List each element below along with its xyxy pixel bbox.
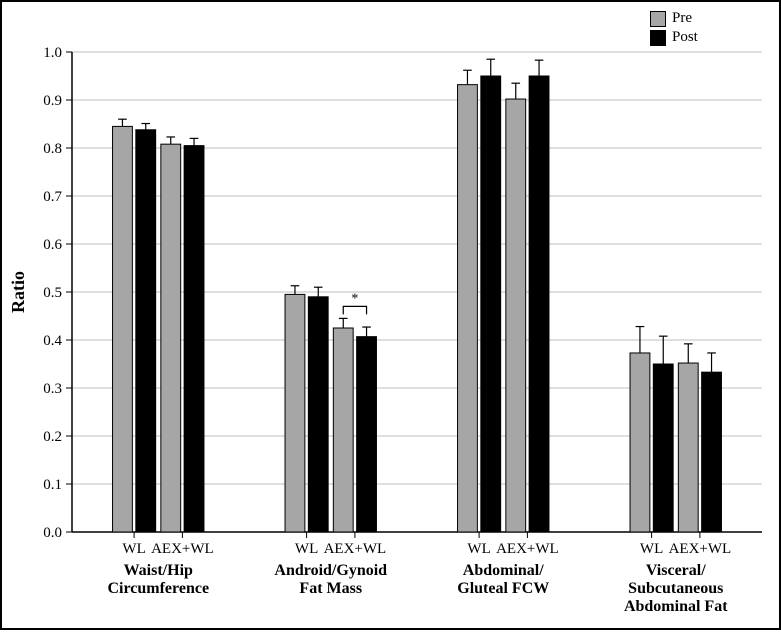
group-title: Subcutaneous	[628, 580, 723, 597]
bar	[285, 294, 305, 532]
bar	[308, 297, 328, 532]
bar	[481, 76, 501, 532]
group-title: Abdominal/	[463, 562, 544, 579]
x-tick-label: AEX+WL	[324, 541, 387, 557]
bar	[113, 126, 133, 532]
bar	[357, 337, 377, 532]
x-tick-label: AEX+WL	[151, 541, 214, 557]
chart-frame: 0.0 0.1 0.2 0.3 0.4 0.5 0.6 0.7 0.8 0.9 1.0 Ratio WL…	[0, 0, 781, 630]
svg-text:0.7: 0.7	[43, 189, 62, 205]
legend-swatch	[650, 30, 666, 46]
svg-text:0.9: 0.9	[43, 93, 62, 109]
bar	[630, 353, 650, 532]
group-title: Android/Gynoid	[274, 562, 387, 579]
svg-text:0.8: 0.8	[43, 141, 62, 157]
bar	[678, 363, 698, 532]
significance-label: *	[351, 291, 358, 306]
legend-item: Post	[650, 29, 698, 46]
svg-text:0.3: 0.3	[43, 381, 62, 397]
group-title: Abdominal Fat	[624, 598, 728, 615]
svg-text:0.4: 0.4	[43, 333, 62, 349]
svg-text:0.6: 0.6	[43, 237, 62, 253]
x-tick-label: WL	[295, 541, 318, 557]
bar	[458, 85, 478, 532]
bar	[529, 76, 549, 532]
x-tick-label: WL	[640, 541, 663, 557]
legend-swatch	[650, 11, 666, 27]
bar	[653, 364, 673, 532]
bar-chart: 0.0 0.1 0.2 0.3 0.4 0.5 0.6 0.7 0.8 0.9 1.0 Ratio WL…	[2, 2, 781, 632]
group-title: Fat Mass	[299, 580, 362, 597]
x-tick-label: WL	[467, 541, 490, 557]
legend: Pre Post	[650, 10, 698, 48]
svg-text:1.0: 1.0	[43, 45, 62, 61]
bar	[184, 146, 204, 532]
group-title: Waist/Hip	[124, 562, 193, 579]
group-title: Circumference	[107, 580, 209, 597]
bar	[702, 372, 722, 532]
svg-text:0.1: 0.1	[43, 477, 62, 493]
svg-text:Ratio: Ratio	[8, 271, 28, 313]
svg-text:0.0: 0.0	[43, 525, 62, 541]
legend-label: Post	[672, 29, 698, 46]
bar	[161, 144, 181, 532]
svg-text:0.5: 0.5	[43, 285, 62, 301]
group-title: Gluteal FCW	[457, 580, 549, 597]
x-tick-label: AEX+WL	[669, 541, 732, 557]
bar	[506, 99, 526, 532]
legend-item: Pre	[650, 10, 698, 27]
group-title: Visceral/	[646, 562, 706, 579]
bar	[136, 130, 156, 532]
x-tick-label: AEX+WL	[496, 541, 559, 557]
x-tick-label: WL	[122, 541, 145, 557]
legend-label: Pre	[672, 10, 692, 27]
bar	[333, 328, 353, 532]
svg-text:0.2: 0.2	[43, 429, 62, 445]
